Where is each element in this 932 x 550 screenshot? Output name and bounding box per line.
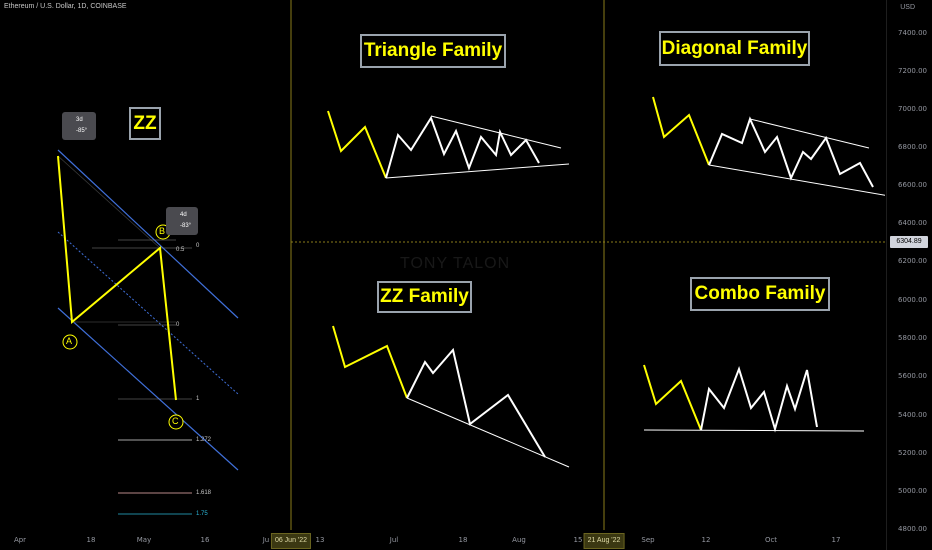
zz-family-title: ZZ Family <box>377 281 472 313</box>
price-tick: 5600.00 <box>898 372 927 380</box>
date-marker-1: 06 Jun '22 <box>270 533 312 549</box>
diagonal-family-title: Diagonal Family <box>659 31 810 66</box>
time-tick: 12 <box>701 536 711 544</box>
channel-upper-line <box>57 149 239 319</box>
time-tick: Sep <box>641 536 655 544</box>
zzfamily-wave-white <box>406 347 546 458</box>
price-tick: 7400.00 <box>898 29 927 37</box>
price-tick: 6600.00 <box>898 181 927 189</box>
current-price-tag: 6304.89 <box>890 236 928 248</box>
diagonal-wave-white <box>708 116 874 188</box>
price-tick: 4800.00 <box>898 525 927 533</box>
time-tick: 18 <box>458 536 468 544</box>
date-marker-2: 21 Aug '22 <box>583 533 625 549</box>
wave-b-label: B <box>159 226 166 236</box>
currency-label: USD <box>900 4 915 11</box>
chart-canvas[interactable] <box>0 0 885 550</box>
diagonal-wave-yellow <box>652 96 710 166</box>
time-tick: Ju <box>262 536 270 544</box>
price-axis[interactable]: USD 7400.00 7200.00 7000.00 6800.00 6600… <box>886 0 932 550</box>
wave-a-circle <box>62 334 78 350</box>
diagonal-upper-line <box>749 118 870 149</box>
time-tick: 18 <box>86 536 96 544</box>
fib-label: 1.272 <box>196 437 212 443</box>
time-tick: 16 <box>200 536 210 544</box>
wave-c-circle <box>168 414 184 430</box>
fib-label: 1.618 <box>196 490 212 496</box>
time-tick: May <box>136 536 152 544</box>
price-tick: 5200.00 <box>898 449 927 457</box>
combo-wave-yellow <box>643 364 702 431</box>
fib-label: 0.5 <box>176 247 185 253</box>
zzfamily-lower-line <box>406 397 570 468</box>
channel-lower-line <box>57 307 239 471</box>
time-tick: 13 <box>315 536 325 544</box>
time-axis[interactable]: Apr 18 May 16 Ju 06 Jun '22 13 Jul 18 Au… <box>0 530 886 550</box>
combo-wave-white <box>700 365 818 433</box>
duration-text: 3d <box>76 117 83 123</box>
wave-a-label: A <box>66 336 73 346</box>
triangle-wave-yellow <box>327 110 387 179</box>
price-tick: 5000.00 <box>898 487 927 495</box>
time-tick: Oct <box>764 536 778 544</box>
angle-text: -83° <box>180 223 192 229</box>
zzfamily-wave-yellow <box>332 325 408 399</box>
fib-label: 1.75 <box>196 511 208 517</box>
price-tick: 6200.00 <box>898 257 927 265</box>
price-tick: 7000.00 <box>898 105 927 113</box>
price-tick: 6800.00 <box>898 143 927 151</box>
channel-middle-line <box>57 231 239 395</box>
measure-tooltip-2: 4d -83° <box>166 207 198 235</box>
wave-c-label: C <box>172 416 179 426</box>
zz-wave-path <box>57 155 177 401</box>
triangle-lower-line <box>385 163 570 179</box>
measure-tooltip-1: 3d -85° <box>62 112 96 140</box>
combo-baseline <box>643 429 865 432</box>
price-tick: 7200.00 <box>898 67 927 75</box>
zz-panel-title: ZZ <box>129 107 161 140</box>
fib-guide-line <box>57 155 161 249</box>
triangle-upper-line <box>430 115 562 149</box>
price-tick: 6400.00 <box>898 219 927 227</box>
time-tick: 15 <box>573 536 583 544</box>
time-tick: Jul <box>389 536 399 544</box>
angle-text: -85° <box>76 128 88 134</box>
fib-label: 0 <box>196 243 200 249</box>
price-tick: 6000.00 <box>898 296 927 304</box>
symbol-header: Ethereum / U.S. Dollar, 1D, COINBASE <box>4 3 127 10</box>
price-tick: 5400.00 <box>898 411 927 419</box>
fib-label: 1 <box>196 396 200 402</box>
duration-text: 4d <box>180 212 187 218</box>
time-tick: Aug <box>512 536 526 544</box>
price-tick: 5800.00 <box>898 334 927 342</box>
combo-family-title: Combo Family <box>690 277 830 311</box>
diagonal-lower-line <box>708 164 885 196</box>
triangle-wave-white <box>385 115 540 179</box>
time-tick: Apr <box>13 536 27 544</box>
time-tick: 17 <box>831 536 841 544</box>
watermark: TONY TALON <box>400 255 511 272</box>
fib-label: 0 <box>176 322 180 328</box>
triangle-family-title: Triangle Family <box>360 34 506 68</box>
